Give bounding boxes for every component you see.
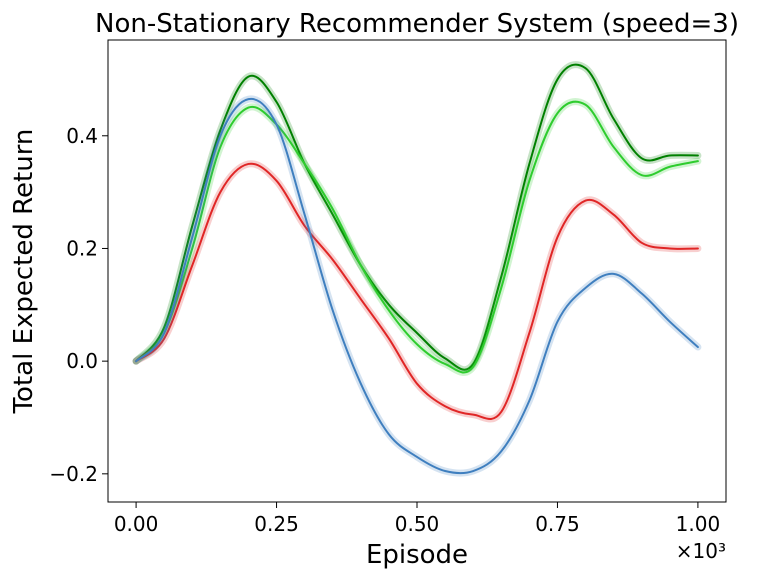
x-ticks: 0.00 0.25 0.50 0.75 1.00 [114, 502, 720, 536]
y-ticks: −0.2 0.0 0.2 0.4 [49, 124, 108, 486]
series-line-4 [135, 97, 699, 475]
y-tick-label: 0.0 [66, 349, 98, 373]
y-tick-label: 0.4 [66, 124, 98, 148]
series-line-2 [135, 100, 699, 374]
x-tick-label: 0.75 [535, 512, 580, 536]
x-tick-label: 0.50 [395, 512, 440, 536]
x-tick-label: 1.00 [676, 512, 721, 536]
x-tick-label: 0.00 [114, 512, 159, 536]
y-tick-label: −0.2 [49, 462, 98, 486]
series-line-1 [135, 63, 699, 371]
x-axis-label: Episode [366, 540, 468, 570]
plot-frame [107, 39, 727, 503]
y-axis-label: Total Expected Return [9, 129, 39, 415]
x-tick-label: 0.25 [254, 512, 299, 536]
series-line-3 [135, 162, 699, 420]
plot-area [132, 61, 702, 477]
y-tick-label: 0.2 [66, 236, 98, 260]
x-multiplier-label: ×10³ [676, 539, 726, 563]
series-band-3 [132, 160, 702, 423]
chart-title: Non-Stationary Recommender System (speed… [95, 9, 739, 39]
